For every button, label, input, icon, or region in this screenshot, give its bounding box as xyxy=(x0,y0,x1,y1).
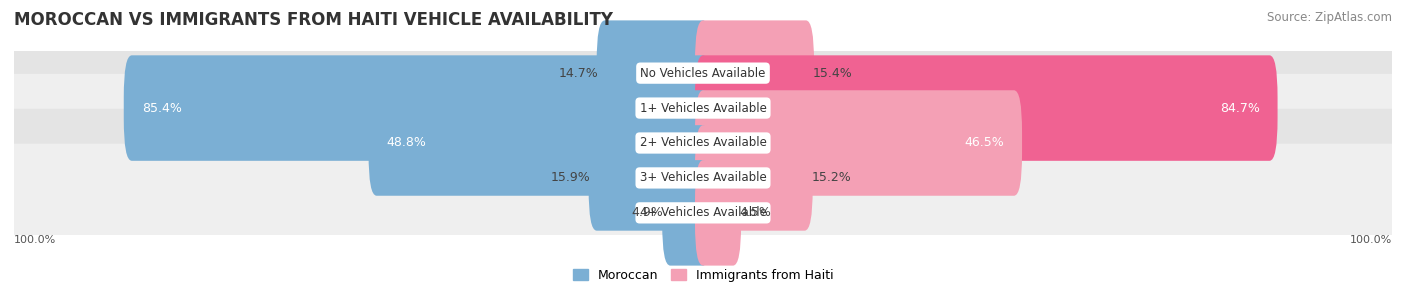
Text: 4.5%: 4.5% xyxy=(740,206,772,219)
Text: 3+ Vehicles Available: 3+ Vehicles Available xyxy=(640,171,766,184)
Text: 48.8%: 48.8% xyxy=(387,136,426,150)
Text: 15.4%: 15.4% xyxy=(813,67,852,80)
Text: Source: ZipAtlas.com: Source: ZipAtlas.com xyxy=(1267,11,1392,24)
FancyBboxPatch shape xyxy=(4,109,1402,247)
Text: 85.4%: 85.4% xyxy=(142,102,181,115)
FancyBboxPatch shape xyxy=(695,55,1278,161)
FancyBboxPatch shape xyxy=(4,4,1402,142)
Text: 4+ Vehicles Available: 4+ Vehicles Available xyxy=(640,206,766,219)
Text: 46.5%: 46.5% xyxy=(965,136,1004,150)
Text: 14.7%: 14.7% xyxy=(558,67,598,80)
FancyBboxPatch shape xyxy=(589,125,711,231)
FancyBboxPatch shape xyxy=(695,20,814,126)
FancyBboxPatch shape xyxy=(695,90,1022,196)
FancyBboxPatch shape xyxy=(695,125,813,231)
FancyBboxPatch shape xyxy=(4,74,1402,212)
Text: 2+ Vehicles Available: 2+ Vehicles Available xyxy=(640,136,766,150)
Text: MOROCCAN VS IMMIGRANTS FROM HAITI VEHICLE AVAILABILITY: MOROCCAN VS IMMIGRANTS FROM HAITI VEHICL… xyxy=(14,11,613,29)
Text: 15.2%: 15.2% xyxy=(811,171,851,184)
Legend: Moroccan, Immigrants from Haiti: Moroccan, Immigrants from Haiti xyxy=(568,264,838,286)
Text: No Vehicles Available: No Vehicles Available xyxy=(640,67,766,80)
Text: 15.9%: 15.9% xyxy=(550,171,591,184)
Text: 1+ Vehicles Available: 1+ Vehicles Available xyxy=(640,102,766,115)
FancyBboxPatch shape xyxy=(4,39,1402,177)
FancyBboxPatch shape xyxy=(368,90,711,196)
Text: 100.0%: 100.0% xyxy=(1350,235,1392,245)
Text: 84.7%: 84.7% xyxy=(1219,102,1260,115)
Text: 4.9%: 4.9% xyxy=(631,206,664,219)
FancyBboxPatch shape xyxy=(4,144,1402,282)
FancyBboxPatch shape xyxy=(695,160,741,266)
Text: 100.0%: 100.0% xyxy=(14,235,56,245)
FancyBboxPatch shape xyxy=(596,20,711,126)
FancyBboxPatch shape xyxy=(124,55,711,161)
FancyBboxPatch shape xyxy=(662,160,711,266)
